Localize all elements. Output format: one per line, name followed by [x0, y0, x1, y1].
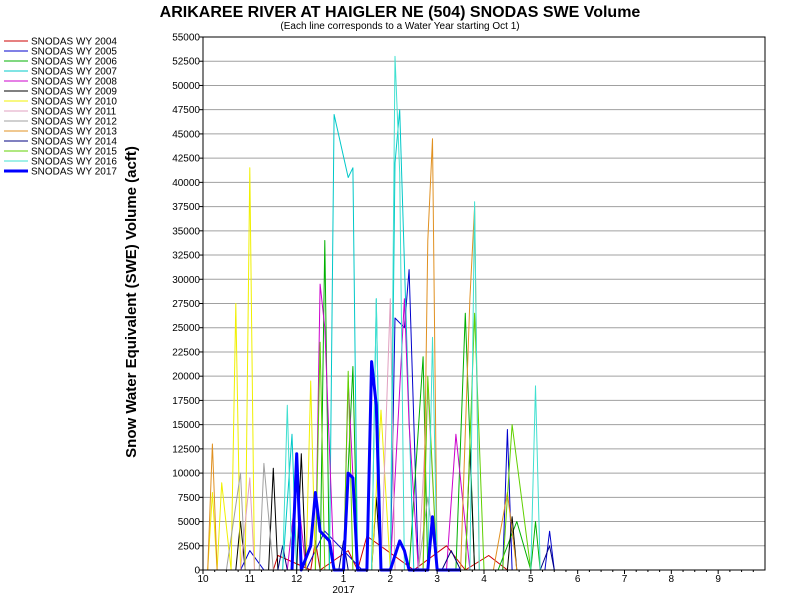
legend-entry-label: SNODAS WY 2010 [31, 97, 117, 108]
legend-entry-label: SNODAS WY 2008 [31, 77, 117, 88]
x-tick-label: 9 [715, 574, 721, 585]
y-tick-label: 30000 [172, 275, 200, 286]
y-tick-label: 52500 [172, 57, 200, 68]
x-tick-label: 1 [341, 574, 347, 585]
x-tick-label: 8 [669, 574, 675, 585]
x-tick-label: 11 [245, 574, 256, 585]
x-year-label: 2017 [332, 585, 355, 596]
y-tick-label: 32500 [172, 251, 200, 262]
y-tick-label: 47500 [172, 105, 200, 116]
series-line-wy2006 [319, 240, 541, 571]
legend-entry-label: SNODAS WY 2006 [31, 57, 117, 68]
y-tick-label: 50000 [172, 81, 200, 92]
chart-title: ARIKAREE RIVER AT HAIGLER NE (504) SNODA… [160, 4, 641, 21]
x-tick-label: 4 [481, 574, 487, 585]
y-tick-label: 20000 [172, 372, 200, 383]
y-tick-label: 7500 [178, 493, 201, 504]
y-tick-label: 27500 [172, 299, 200, 310]
y-tick-label: 5000 [178, 517, 201, 528]
y-tick-label: 12500 [172, 444, 200, 455]
x-tick-label: 6 [575, 574, 581, 585]
y-tick-label: 40000 [172, 178, 200, 189]
y-axis-label: Snow Water Equivalent (SWE) Volume (acft… [123, 146, 140, 458]
x-tick-label: 10 [197, 574, 209, 585]
legend-entry-label: SNODAS WY 2007 [31, 67, 117, 78]
legend-entry-label: SNODAS WY 2015 [31, 147, 117, 158]
y-tick-label: 45000 [172, 129, 200, 140]
y-tick-label: 25000 [172, 323, 200, 334]
y-axis-ticks: 0 2500 5000 7500 10000 12500 15000 17500 20000 22… [172, 33, 203, 577]
legend-entry-label: SNODAS WY 2012 [31, 117, 117, 128]
legend-entry-label: SNODAS WY 2013 [31, 127, 117, 138]
legend-entry-label: SNODAS WY 2009 [31, 87, 117, 98]
y-tick-label: 35000 [172, 226, 200, 237]
chart-subtitle: (Each line corresponds to a Water Year s… [280, 21, 519, 32]
y-tick-label: 0 [194, 566, 200, 577]
x-tick-label: 12 [291, 574, 303, 585]
y-tick-label: 55000 [172, 33, 200, 44]
x-tick-label: 7 [622, 574, 628, 585]
y-tick-label: 37500 [172, 202, 200, 213]
gridlines [203, 60, 765, 547]
x-tick-label: 3 [434, 574, 440, 585]
x-tick-label: 5 [528, 574, 534, 585]
x-tick-label: 2 [388, 574, 394, 585]
y-tick-label: 22500 [172, 347, 200, 358]
legend-entry-label: SNODAS WY 2014 [31, 137, 117, 148]
legend-entry-label: SNODAS WY 2017 [31, 167, 117, 178]
legend-entry-label: SNODAS WY 2004 [31, 37, 117, 48]
legend-entry-label: SNODAS WY 2005 [31, 47, 117, 58]
legend-entry-label: SNODAS WY 2016 [31, 157, 117, 168]
legend-entry-label: SNODAS WY 2011 [31, 107, 117, 118]
y-tick-label: 2500 [178, 541, 201, 552]
series-line-wy2009 [235, 448, 518, 571]
y-tick-label: 42500 [172, 154, 200, 165]
y-tick-label: 10000 [172, 469, 200, 480]
y-tick-label: 17500 [172, 396, 200, 407]
y-tick-label: 15000 [172, 420, 200, 431]
